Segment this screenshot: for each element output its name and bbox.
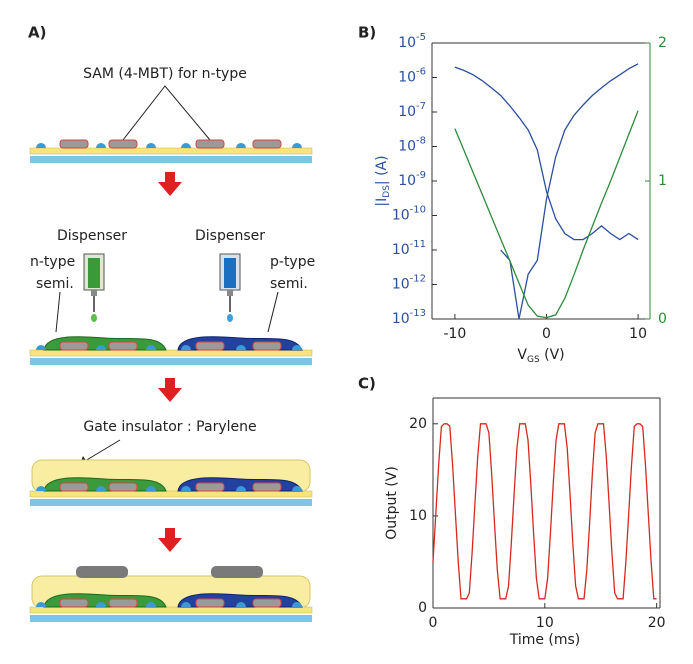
layer xyxy=(29,606,313,623)
x-tick-label: 10 xyxy=(536,615,554,631)
y-tick-label: 10-7 xyxy=(398,101,426,120)
n-type-label: n-type xyxy=(30,254,75,270)
dispenser xyxy=(219,253,241,322)
y-tick-label: 10-10 xyxy=(392,205,426,224)
pointer xyxy=(55,291,61,333)
y-axis-label-part: |I xyxy=(374,198,390,207)
pointer xyxy=(267,291,279,333)
p-type-label: p-type xyxy=(270,254,315,270)
y-tick-label: 10-11 xyxy=(392,239,426,258)
dispenser-label: Dispenser xyxy=(57,228,127,244)
series-line xyxy=(454,66,639,241)
x-tick-label: 0 xyxy=(542,326,551,342)
panel-label: A) xyxy=(28,24,46,42)
n-type-label: semi. xyxy=(36,276,74,292)
y-tick-label: 10-5 xyxy=(398,32,426,51)
x-axis-label-part: (V) xyxy=(540,347,565,363)
arrow xyxy=(158,528,182,552)
arrow xyxy=(158,378,182,402)
gate-electrode xyxy=(211,566,263,578)
x-axis-label-part: V xyxy=(517,347,527,363)
x-tick-label: 20 xyxy=(648,615,666,631)
dispenser-label: Dispenser xyxy=(195,228,265,244)
y-axis-label: Output (V) xyxy=(384,466,400,540)
y-tick-label: 10-13 xyxy=(392,308,426,327)
y2-tick-label: 0 xyxy=(658,311,667,327)
p-type-label: semi. xyxy=(270,276,308,292)
x-tick-label: 0 xyxy=(429,615,438,631)
arrow xyxy=(158,172,182,196)
y2-tick-label: 1 xyxy=(658,173,667,189)
x-tick-label: 10 xyxy=(629,326,647,342)
y-tick-label: 10-9 xyxy=(398,170,426,189)
series-line xyxy=(432,423,657,600)
gate-electrode xyxy=(76,566,128,578)
x-axis-label: VGS (V) xyxy=(517,347,564,365)
y-tick-label: 10-8 xyxy=(398,136,426,155)
pointer xyxy=(122,85,211,141)
layer xyxy=(29,147,313,164)
layer xyxy=(29,490,313,507)
x-axis-label-part: Time (ms) xyxy=(509,632,581,648)
series-line xyxy=(500,63,639,320)
y2-tick-label: 2 xyxy=(658,35,667,51)
sam-label: SAM (4-MBT) for n-type xyxy=(83,66,247,82)
series-line xyxy=(454,128,547,319)
panel-label: B) xyxy=(358,24,376,42)
y-tick-label: 10-12 xyxy=(392,274,426,293)
panel-label: C) xyxy=(358,375,376,393)
layer xyxy=(59,139,282,149)
series-line xyxy=(546,110,639,319)
layer xyxy=(29,349,313,366)
y-tick-label: 10-6 xyxy=(398,67,426,86)
y-tick-label: 0 xyxy=(418,600,427,616)
dispenser xyxy=(83,253,105,322)
y-axis-label-part: | (A) xyxy=(374,155,390,185)
y-axis-label: |IDS| (A) xyxy=(374,155,392,206)
y-axis-label-part: Output (V) xyxy=(384,466,400,540)
insulator-label: Gate insulator : Parylene xyxy=(83,419,256,435)
x-axis-label: Time (ms) xyxy=(509,632,581,648)
y-tick-label: 20 xyxy=(409,416,427,432)
y-axis-label-part: DS xyxy=(382,185,392,198)
x-axis-label-part: GS xyxy=(527,355,540,365)
x-tick-label: -10 xyxy=(443,326,466,342)
y-tick-label: 10 xyxy=(409,508,427,524)
